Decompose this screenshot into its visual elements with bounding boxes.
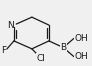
Text: OH: OH xyxy=(74,52,88,61)
Text: B: B xyxy=(60,43,66,52)
Text: OH: OH xyxy=(74,34,88,43)
Text: N: N xyxy=(7,21,14,30)
Text: Cl: Cl xyxy=(36,54,45,63)
Text: F: F xyxy=(1,46,6,55)
